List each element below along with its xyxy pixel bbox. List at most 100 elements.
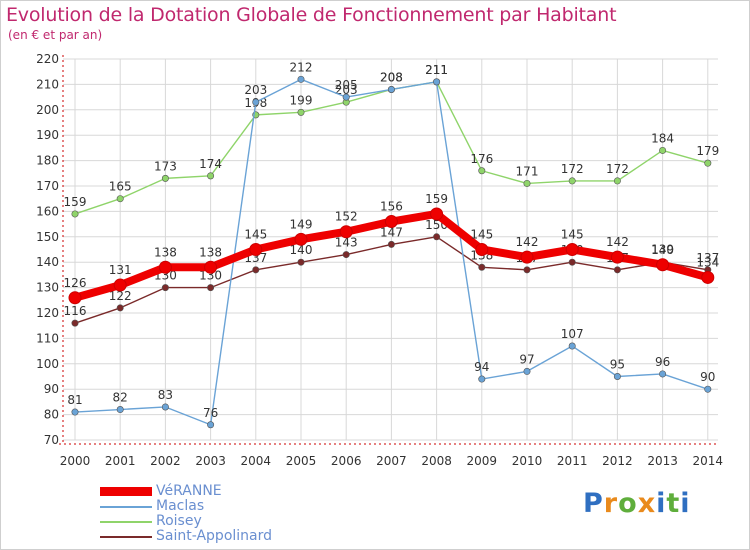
legend-swatch xyxy=(100,506,152,508)
legend-label: Maclas xyxy=(156,498,205,514)
y-tick-label: 180 xyxy=(36,154,59,168)
data-point xyxy=(387,240,395,248)
logo-letter: r xyxy=(603,488,619,519)
data-label: 152 xyxy=(335,210,358,224)
data-point xyxy=(613,266,621,274)
data-label: 142 xyxy=(516,235,539,249)
y-tick-label: 120 xyxy=(36,306,59,320)
legend-label: Saint-Appolinard xyxy=(156,528,273,544)
data-point xyxy=(610,250,624,264)
data-point xyxy=(342,93,350,101)
data-point xyxy=(252,98,260,106)
x-tick-label: 2011 xyxy=(557,454,588,468)
legend-label: Roisey xyxy=(156,513,202,529)
data-label: 203 xyxy=(335,83,358,97)
data-point xyxy=(478,167,486,175)
data-label: 138 xyxy=(199,245,222,259)
data-label: 165 xyxy=(109,180,132,194)
data-label: 205 xyxy=(335,78,358,92)
data-label: 145 xyxy=(561,228,584,242)
data-point xyxy=(659,146,667,154)
data-label: 145 xyxy=(470,228,493,242)
data-label: 199 xyxy=(290,93,313,107)
y-tick-label: 170 xyxy=(36,179,59,193)
y-tick-label: 80 xyxy=(44,408,59,422)
data-label: 131 xyxy=(109,263,132,277)
data-label: 122 xyxy=(109,289,132,303)
proxiti-logo: Proxiti xyxy=(583,488,691,519)
data-label: 172 xyxy=(606,162,629,176)
data-label: 97 xyxy=(519,352,534,366)
y-tick-label: 70 xyxy=(44,433,59,447)
data-label: 143 xyxy=(335,236,358,250)
data-point xyxy=(71,210,79,218)
y-tick-label: 90 xyxy=(44,382,59,396)
logo-letter: P xyxy=(583,488,604,519)
data-label: 96 xyxy=(655,355,670,369)
data-point xyxy=(116,195,124,203)
data-point xyxy=(433,233,441,241)
data-point xyxy=(207,284,215,292)
data-point xyxy=(158,260,172,274)
data-point xyxy=(568,342,576,350)
x-tick-label: 2008 xyxy=(421,454,452,468)
logo-letter: t xyxy=(666,488,681,519)
data-point xyxy=(161,284,169,292)
data-label: 107 xyxy=(561,327,584,341)
y-tick-label: 220 xyxy=(36,52,59,66)
data-label: 172 xyxy=(561,162,584,176)
y-tick-label: 100 xyxy=(36,357,59,371)
data-point xyxy=(342,251,350,259)
data-point xyxy=(249,243,263,256)
x-tick-label: 2006 xyxy=(331,454,362,468)
logo-letter: i xyxy=(656,488,667,519)
logo-letter: i xyxy=(680,488,691,519)
data-point xyxy=(384,215,398,229)
data-label: 95 xyxy=(610,358,625,372)
data-point xyxy=(207,421,215,429)
x-tick-label: 2014 xyxy=(693,454,724,468)
x-tick-label: 2000 xyxy=(60,454,91,468)
data-label: 76 xyxy=(203,406,218,420)
data-label: 212 xyxy=(290,60,313,74)
chart-subtitle: (en € et par an) xyxy=(8,28,103,42)
data-point xyxy=(116,304,124,312)
line-chart: 7080901001101201301401501601701801902002… xyxy=(36,52,724,468)
chart-title: Evolution de la Dotation Globale de Fonc… xyxy=(6,4,617,26)
x-tick-label: 2013 xyxy=(647,454,678,468)
data-label: 81 xyxy=(67,393,82,407)
data-label: 156 xyxy=(380,200,403,214)
data-label: 142 xyxy=(606,235,629,249)
data-point xyxy=(565,243,579,256)
legend-swatch xyxy=(100,521,152,523)
data-label: 139 xyxy=(651,243,674,257)
data-label: 138 xyxy=(154,245,177,259)
data-point xyxy=(478,263,486,271)
data-label: 208 xyxy=(380,70,403,84)
data-label: 159 xyxy=(425,192,448,206)
data-label: 179 xyxy=(696,144,719,158)
data-point xyxy=(701,270,715,284)
data-label: 174 xyxy=(199,157,222,171)
x-tick-label: 2007 xyxy=(376,454,407,468)
logo-letter: o xyxy=(618,488,638,519)
x-tick-label: 2003 xyxy=(195,454,226,468)
x-tick-label: 2009 xyxy=(467,454,498,468)
data-point xyxy=(613,177,621,185)
data-point xyxy=(433,78,441,86)
data-label: 140 xyxy=(651,243,674,257)
y-tick-label: 200 xyxy=(36,103,59,117)
legend-swatch xyxy=(100,487,152,496)
data-point xyxy=(161,174,169,182)
legend-swatch xyxy=(100,536,152,538)
data-label: 94 xyxy=(474,360,489,374)
y-tick-label: 210 xyxy=(36,77,59,91)
legend-label: VéRANNE xyxy=(156,483,222,499)
data-label: 211 xyxy=(425,63,448,77)
data-point xyxy=(204,260,218,274)
data-point xyxy=(297,258,305,266)
data-label: 82 xyxy=(113,391,128,405)
data-label: 126 xyxy=(64,276,87,290)
data-point xyxy=(656,258,670,272)
y-tick-label: 160 xyxy=(36,204,59,218)
